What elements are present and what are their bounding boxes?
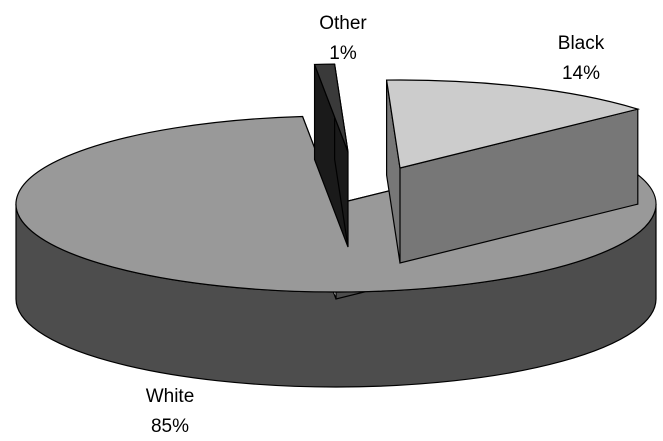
slice-black-top — [385, 79, 641, 169]
label-black-value: 14% — [562, 63, 600, 84]
slice-other — [313, 63, 349, 248]
slice-black — [385, 79, 641, 264]
label-black-name: Black — [558, 33, 605, 54]
label-white-name: White — [146, 386, 195, 407]
label-other-name: Other — [319, 13, 367, 34]
slice-other-top — [313, 63, 349, 153]
label-white-value: 85% — [151, 416, 189, 437]
label-other-value: 1% — [329, 43, 357, 64]
